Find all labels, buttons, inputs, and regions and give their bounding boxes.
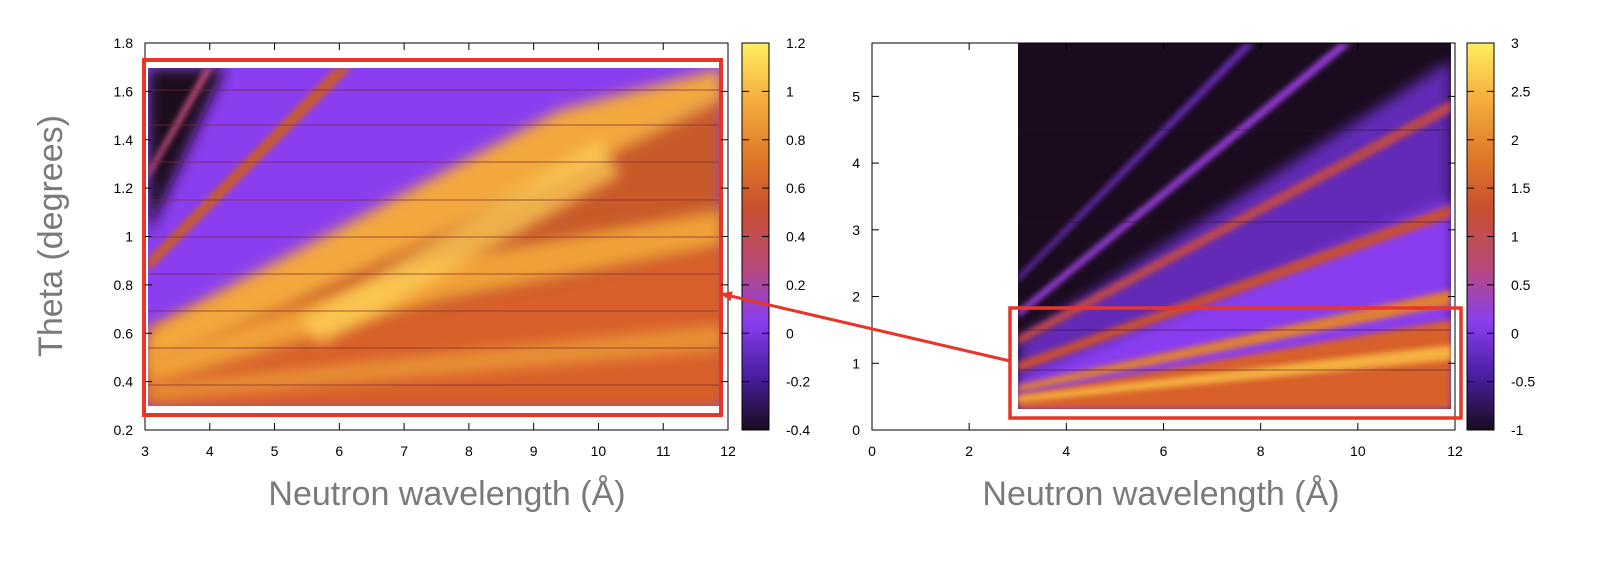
left-x-tick-label: 10 <box>591 443 607 459</box>
left-y-tick-label: 0.6 <box>114 325 134 341</box>
right-colorbar-tick-label: 0.5 <box>1511 277 1531 293</box>
left-y-tick-label: 0.8 <box>114 277 134 293</box>
left-y-tick-label: 1.4 <box>114 132 134 148</box>
left-x-tick-label: 8 <box>465 443 473 459</box>
left-colorbar-tick-label: 1.2 <box>786 35 806 51</box>
right-x-tick-label: 12 <box>1447 443 1463 459</box>
left-colorbar-tick-label: 1 <box>786 83 794 99</box>
right-colorbar-tick-label: 3 <box>1511 35 1519 51</box>
right-x-tick-label: 0 <box>868 443 876 459</box>
right-y-tick-label: 4 <box>852 155 860 171</box>
left-x-tick-label: 6 <box>335 443 343 459</box>
right-y-axis: 0 1 2 3 4 5 <box>852 88 1455 438</box>
right-colorbar-tick-label: 2 <box>1511 132 1519 148</box>
right-detector-stripes <box>1018 129 1451 371</box>
left-zoom-region-box <box>142 58 723 417</box>
left-colorbar-tick-label: 0.4 <box>786 229 806 245</box>
left-colorbar-tick-label: 0.6 <box>786 180 806 196</box>
right-x-tick-label: 10 <box>1350 443 1366 459</box>
right-x-tick-label: 4 <box>1062 443 1070 459</box>
left-colorbar-tick-label: -0.2 <box>786 374 810 390</box>
left-y-tick-label: 0.4 <box>114 374 134 390</box>
left-colorbar-tick-label: -0.4 <box>786 422 810 438</box>
left-colorbar-tick-label: 0.2 <box>786 277 806 293</box>
left-y-tick-label: 1.8 <box>114 35 134 51</box>
right-x-tick-label: 6 <box>1160 443 1168 459</box>
right-y-tick-label: 5 <box>852 88 860 104</box>
left-heatmap-panel: 3 4 5 6 7 8 9 10 11 12 0.20.40.60.811.21.41.61.8 … <box>32 35 736 513</box>
left-y-tick-label: 0.2 <box>114 422 134 438</box>
left-x-tick-label: 4 <box>206 443 214 459</box>
right-colorbar-tick-label: -1 <box>1511 422 1524 438</box>
right-colorbar: -1 -0.5 0 0.5 1 1.5 2 2.5 3 <box>1466 35 1535 438</box>
left-x-tick-label: 5 <box>271 443 279 459</box>
right-x-axis-title: Neutron wavelength (Å) <box>982 475 1339 513</box>
left-x-axis-title: Neutron wavelength (Å) <box>268 475 625 513</box>
zoom-arrow <box>720 291 1011 363</box>
left-x-tick-label: 3 <box>141 443 149 459</box>
right-x-tick-label: 8 <box>1257 443 1265 459</box>
left-y-axis: 0.2 0.4 0.6 0.8 1 1.2 1.4 1.6 1.8 <box>114 35 728 438</box>
left-y-tick-label: 1.2 <box>114 180 134 196</box>
left-colorbar: -0.4 -0.2 0 0.2 0.4 0.6 0.8 1 1.2 <box>741 35 810 438</box>
right-x-tick-label: 2 <box>965 443 973 459</box>
left-colorbar-tick-label: 0.8 <box>786 132 806 148</box>
right-y-tick-label: 0 <box>852 422 860 438</box>
right-colorbar-tick-label: -0.5 <box>1511 374 1535 390</box>
left-y-tick-label: 1 <box>125 229 133 245</box>
right-colorbar-ticks: -1 -0.5 0 0.5 1 1.5 2 2.5 3 <box>1467 35 1535 438</box>
right-colorbar-tick-label: 0 <box>1511 325 1519 341</box>
right-colorbar-tick-label: 2.5 <box>1511 83 1531 99</box>
right-heatmap-image <box>1018 43 1451 409</box>
left-detector-stripes <box>148 89 722 386</box>
right-highlight-region-box <box>1008 306 1463 420</box>
left-x-tick-label: 12 <box>720 443 736 459</box>
left-colorbar-tick-label: 0 <box>786 325 794 341</box>
left-x-tick-label: 9 <box>530 443 538 459</box>
left-y-tick-label: 1.6 <box>114 83 134 99</box>
left-x-tick-label: 7 <box>400 443 408 459</box>
left-heatmap-image <box>148 68 722 406</box>
right-colorbar-tick-label: 1.5 <box>1511 180 1531 196</box>
left-x-tick-label: 11 <box>656 443 671 459</box>
right-y-tick-label: 3 <box>852 222 860 238</box>
left-x-axis: 3 4 5 6 7 8 9 10 11 12 <box>141 43 736 459</box>
left-colorbar-ticks: -0.4 -0.2 0 0.2 0.4 0.6 0.8 1 1.2 <box>742 35 810 438</box>
left-y-axis-title: Theta (degrees) <box>32 115 70 357</box>
right-y-tick-label: 1 <box>852 355 860 371</box>
right-y-tick-label: 2 <box>852 289 860 305</box>
right-colorbar-tick-label: 1 <box>1511 229 1519 245</box>
right-x-axis: 0 2 4 6 8 10 12 <box>868 43 1463 459</box>
